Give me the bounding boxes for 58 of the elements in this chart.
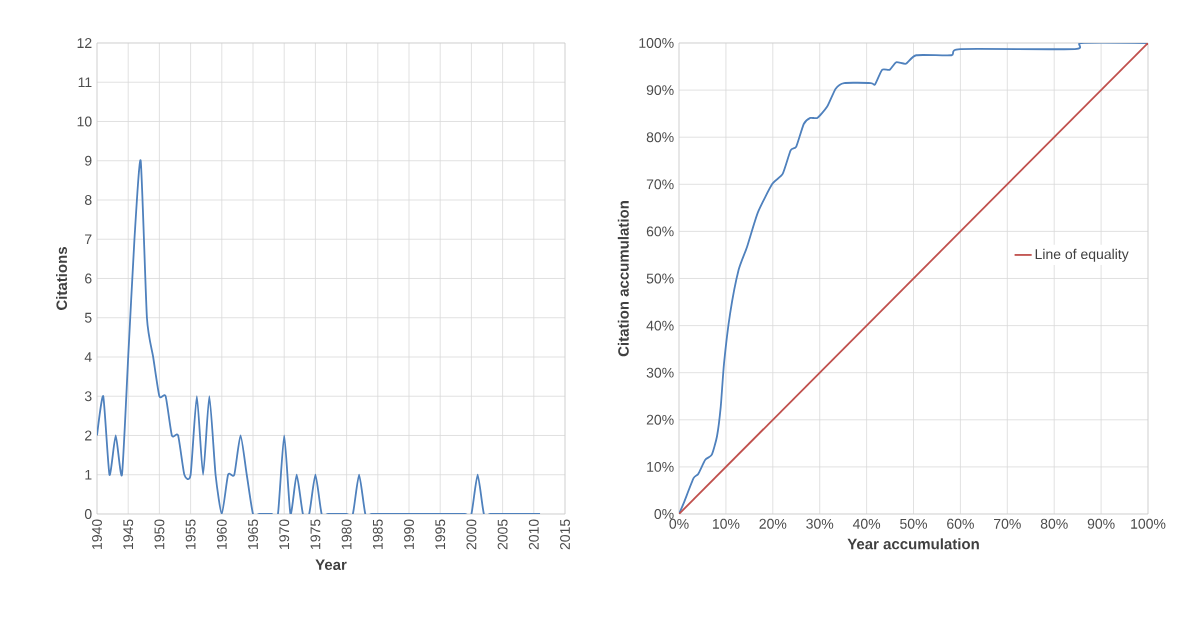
y-tick-label: 10 [77,116,92,127]
y-tick-label: 0 [84,509,92,519]
y-tick-label: 50% [646,273,674,284]
y-tick-label: 11 [78,77,92,88]
x-tick-label: 80% [1040,518,1068,529]
x-tick-label: 1960 [216,519,227,549]
y-tick-label: 9 [85,155,92,166]
x-tick-label: 1985 [372,519,383,549]
x-tick-label: 1995 [435,519,446,549]
y-tick-label: 8 [84,195,92,205]
x-tick-label: 1980 [341,519,352,549]
y-tick-label: 1 [85,469,92,480]
y-tick-label: 5 [84,312,92,323]
x-tick-label: 2010 [528,519,539,550]
x-tick-label: 20% [759,518,787,529]
y-tick-label: 60% [646,226,674,237]
y-tick-label: 4 [84,352,92,362]
y-tick-label: 7 [85,234,92,245]
x-tick-label: 40% [852,518,881,529]
y-tick-label: 3 [84,391,92,402]
x-tick-label: 30% [806,518,834,529]
x-tick-label: 10% [712,518,740,529]
x-tick-label: 1970 [279,519,290,549]
y-axis-title: Citation accumulation [617,201,629,357]
y-tick-label: 12 [77,38,92,48]
y-tick-label: 40% [646,320,674,331]
y-tick-label: 30% [646,367,674,378]
x-tick-label: 1955 [185,519,196,549]
x-tick-label: 1975 [310,519,321,549]
x-tick-label: 2000 [466,519,477,550]
x-tick-label: 90% [1087,518,1115,529]
y-tick-label: 70% [646,179,674,190]
x-tick-label: 100% [1131,518,1166,529]
x-tick-label: 60% [947,518,974,529]
x-tick-label: 0% [669,518,689,529]
line-series [97,159,541,514]
y-tick-label: 0% [654,509,674,519]
y-tick-label: 90% [646,85,674,96]
x-tick-label: 1945 [123,519,134,549]
y-tick-label: 6 [85,273,92,284]
x-axis-title: Year accumulation [847,538,979,550]
line-series [679,43,1149,514]
x-axis-title: Year [315,559,347,570]
x-tick-label: 50% [900,518,928,529]
y-axis-title: Citations [56,247,68,310]
x-tick-label: 1965 [248,519,258,549]
x-tick-label: 70% [994,518,1021,529]
x-tick-label: 2005 [497,519,508,550]
y-tick-label: 2 [85,430,92,441]
y-tick-label: 80% [646,132,674,143]
y-tick-label: 10% [647,461,674,472]
x-tick-label: 1940 [92,519,102,549]
x-tick-label: 2015 [560,519,570,550]
legend-label: Line of equality [1035,248,1129,262]
x-tick-label: 1990 [404,519,414,549]
y-tick-label: 20% [646,414,674,425]
y-tick-label: 100% [639,38,674,48]
x-tick-label: 1950 [154,519,165,549]
